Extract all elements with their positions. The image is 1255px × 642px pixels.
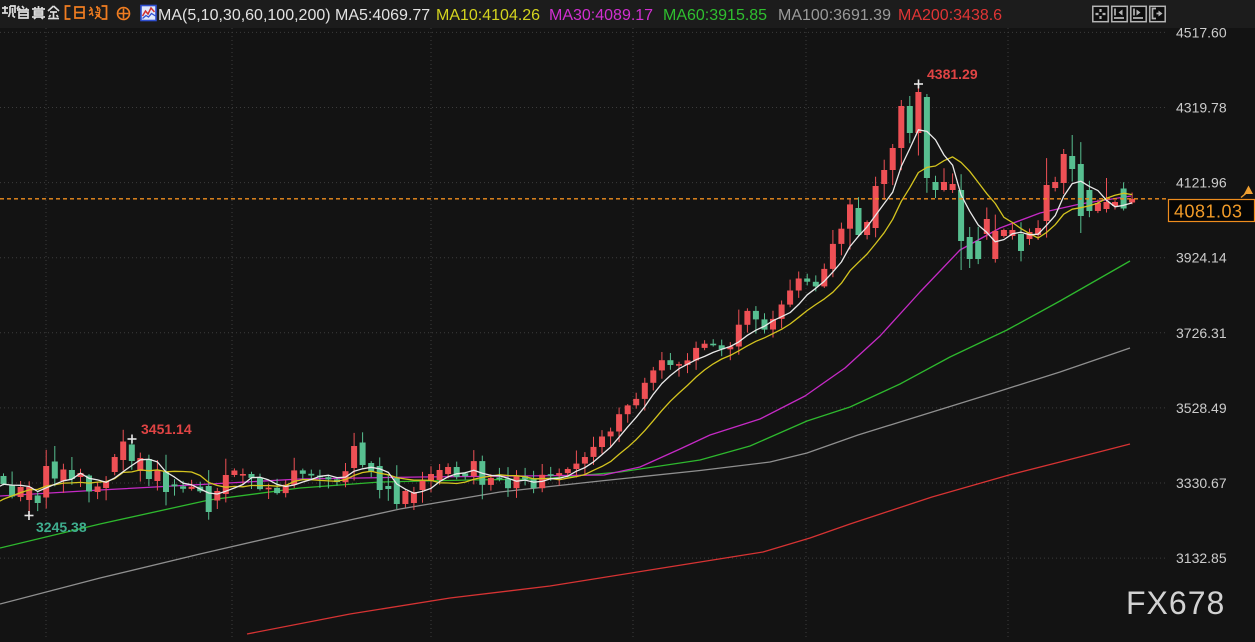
svg-text:MA5:4069.77: MA5:4069.77: [335, 7, 430, 24]
svg-text:4121.96: 4121.96: [1176, 175, 1227, 191]
svg-text:3528.49: 3528.49: [1176, 400, 1227, 416]
svg-text:3245.38: 3245.38: [36, 519, 87, 535]
svg-text:3726.31: 3726.31: [1176, 325, 1227, 341]
svg-text:MA10:4104.26: MA10:4104.26: [436, 7, 540, 24]
svg-text:3132.85: 3132.85: [1176, 550, 1227, 566]
svg-text:4517.60: 4517.60: [1176, 24, 1227, 40]
svg-text:3451.14: 3451.14: [141, 421, 192, 437]
svg-text:MA200:3438.6: MA200:3438.6: [898, 7, 1002, 24]
svg-text:MA(5,10,30,60,100,200): MA(5,10,30,60,100,200): [158, 7, 331, 24]
svg-text:4319.78: 4319.78: [1176, 100, 1227, 116]
svg-text:4081.03: 4081.03: [1174, 202, 1243, 222]
svg-text:MA60:3915.85: MA60:3915.85: [663, 7, 767, 24]
svg-text:MA30:4089.17: MA30:4089.17: [549, 7, 653, 24]
svg-text:MA100:3691.39: MA100:3691.39: [778, 7, 891, 24]
svg-text:4381.29: 4381.29: [927, 66, 978, 82]
svg-text:3330.67: 3330.67: [1176, 475, 1227, 491]
svg-text:3924.14: 3924.14: [1176, 250, 1227, 266]
svg-text:FX678: FX678: [1126, 585, 1225, 621]
